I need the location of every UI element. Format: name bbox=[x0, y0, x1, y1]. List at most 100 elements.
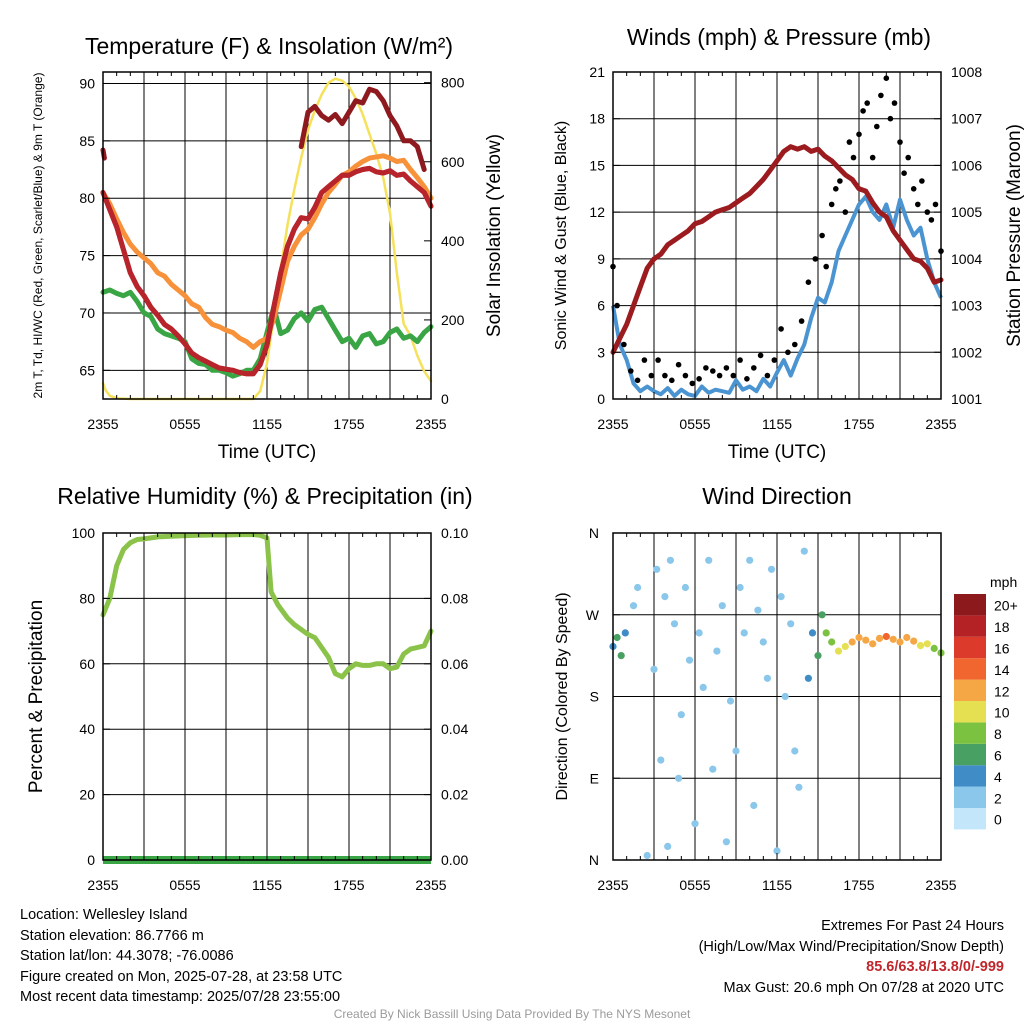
legend-label: 12 bbox=[994, 683, 1010, 699]
direction-point bbox=[718, 602, 726, 610]
x-tick-label: 0555 bbox=[679, 877, 710, 893]
y-tick-label: 65 bbox=[79, 362, 95, 378]
y-tick-label: 70 bbox=[79, 305, 95, 321]
x-axis-label: Time (UTC) bbox=[728, 442, 827, 463]
direction-point bbox=[862, 636, 870, 644]
direction-point bbox=[722, 838, 731, 846]
y-right-tick-label: 0.02 bbox=[441, 787, 468, 803]
y-right-tick-label: 0.06 bbox=[441, 656, 468, 672]
x-tick-label: 1755 bbox=[333, 416, 364, 432]
y-axis-label: 2m T, Td, HI/WC (Red, Green, Scarlet/Blu… bbox=[31, 73, 45, 399]
direction-point bbox=[889, 635, 897, 643]
gust-point bbox=[833, 186, 839, 192]
legend-label: 18 bbox=[994, 619, 1010, 635]
legend-label: 16 bbox=[994, 641, 1010, 657]
extremes-subtitle: (High/Low/Max Wind/Precipitation/Snow De… bbox=[698, 938, 1004, 955]
y-right-tick-label: 1008 bbox=[951, 64, 982, 80]
direction-point bbox=[740, 629, 748, 637]
gust-point bbox=[897, 139, 903, 145]
credit-line: Created By Nick Bassill Using Data Provi… bbox=[333, 1007, 691, 1021]
chart-title: Temperature (F) & Insolation (W/m²) bbox=[85, 33, 453, 59]
gust-point bbox=[689, 380, 696, 387]
direction-point bbox=[713, 647, 721, 655]
y-tick-label: 0 bbox=[597, 391, 605, 407]
legend-label: 4 bbox=[994, 769, 1002, 785]
direction-point bbox=[814, 652, 822, 660]
gust-point bbox=[737, 357, 743, 363]
x-tick-label: 1755 bbox=[333, 877, 364, 893]
y-right-tick-label: 1003 bbox=[951, 298, 982, 314]
x-tick-label: 2355 bbox=[87, 416, 118, 432]
direction-point bbox=[818, 611, 826, 619]
direction-point bbox=[855, 633, 863, 642]
direction-point bbox=[777, 593, 785, 601]
gust-point bbox=[910, 186, 917, 192]
gust-point bbox=[628, 368, 634, 374]
legend-swatch bbox=[954, 679, 986, 701]
series-relative-humidity bbox=[100, 532, 434, 680]
series-station-pressure bbox=[610, 144, 944, 355]
gust-point bbox=[634, 377, 641, 384]
direction-point bbox=[896, 638, 904, 646]
direction-point bbox=[916, 642, 925, 650]
direction-point bbox=[767, 565, 776, 573]
direction-point bbox=[643, 851, 651, 860]
legend-swatch bbox=[954, 615, 986, 637]
gust-point bbox=[869, 154, 876, 161]
y-tick-label: 18 bbox=[589, 111, 605, 127]
direction-point bbox=[675, 774, 683, 782]
grid bbox=[143, 533, 391, 860]
y-right-tick-label: 0.10 bbox=[441, 525, 468, 541]
direction-point bbox=[822, 629, 830, 637]
x-tick-label: 0555 bbox=[679, 416, 710, 432]
direction-point bbox=[787, 620, 795, 628]
gust-point bbox=[710, 368, 716, 374]
x-tick-label: 2355 bbox=[925, 416, 956, 432]
max-gust: Max Gust: 20.6 mph On 07/28 at 2020 UTC bbox=[723, 979, 1004, 996]
panel-3: 2355 0555 1155 1755 2355 0 20 40 60 80 100 0.00 0.02… bbox=[26, 483, 473, 893]
direction-point bbox=[685, 656, 694, 664]
x-tick-label: 2355 bbox=[925, 877, 956, 893]
x-tick-label: 0555 bbox=[169, 877, 200, 893]
gust-point bbox=[648, 372, 655, 379]
y-axis-label: Direction (Colored By Speed) bbox=[554, 592, 571, 800]
y-tick-label: 9 bbox=[597, 251, 605, 267]
direction-point bbox=[709, 765, 717, 773]
legend-title: mph bbox=[990, 574, 1017, 590]
x-tick-label: 2355 bbox=[597, 877, 628, 893]
direction-point bbox=[828, 638, 836, 646]
y-right-tick-label: 1004 bbox=[951, 251, 982, 267]
y-tick-label: 90 bbox=[79, 75, 95, 91]
y-right-tick-label: 1007 bbox=[951, 111, 982, 127]
direction-point bbox=[869, 640, 877, 648]
direction-point bbox=[613, 633, 621, 642]
direction-point bbox=[848, 638, 856, 646]
legend-swatch bbox=[954, 658, 986, 680]
direction-point bbox=[781, 692, 789, 701]
direction-point bbox=[875, 634, 884, 643]
extremes-panel: Extremes For Past 24 Hours (High/Low/Max… bbox=[699, 916, 1004, 998]
panel-4: 2355 0555 1155 1755 2355 N E S W N Wind Direction D… bbox=[554, 483, 1018, 893]
y-tick-label: W bbox=[586, 607, 600, 623]
extremes-title: Extremes For Past 24 Hours bbox=[821, 918, 1004, 934]
y-tick-label: 85 bbox=[79, 133, 95, 149]
y-right-tick-label: 400 bbox=[441, 233, 465, 249]
y-tick-label: 80 bbox=[79, 190, 95, 206]
gust-point bbox=[864, 100, 870, 106]
y-tick-label: 40 bbox=[79, 721, 95, 737]
extremes-values: 85.6/63.8/13.8/0/-999 bbox=[866, 959, 1004, 975]
figure-created: Figure created on Mon, 2025-07-28, at 23… bbox=[20, 968, 343, 985]
gust-point bbox=[675, 361, 682, 368]
gust-point bbox=[860, 108, 866, 114]
gust-point bbox=[744, 376, 750, 382]
legend-label: 14 bbox=[994, 662, 1010, 678]
y-right-tick-label: 1005 bbox=[951, 204, 982, 220]
gust-point bbox=[850, 154, 857, 161]
gust-point bbox=[928, 217, 935, 223]
gust-point bbox=[883, 75, 890, 81]
gust-point bbox=[785, 349, 791, 356]
direction-point bbox=[795, 783, 803, 791]
direction-point bbox=[681, 583, 690, 592]
y-tick-label: S bbox=[590, 689, 599, 705]
direction-point bbox=[834, 647, 843, 655]
